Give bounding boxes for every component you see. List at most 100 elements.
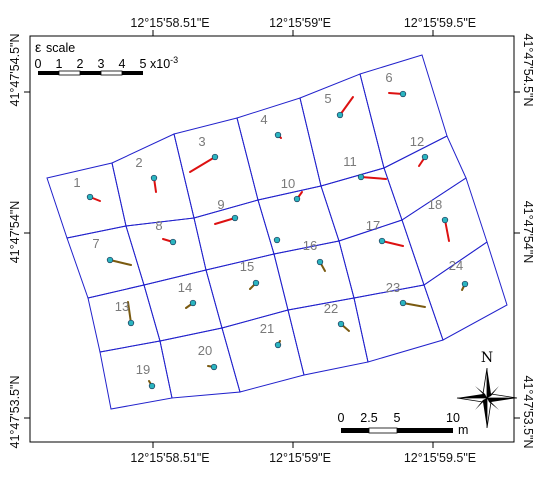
- station-dot-19: [148, 382, 156, 390]
- cell-number-9: 9: [217, 197, 224, 212]
- left-label-3: 41°47'53.5"N: [8, 376, 22, 449]
- cell-number-24: 24: [449, 258, 463, 273]
- station-dot-22: [337, 320, 345, 328]
- strain-scale-tick-1: 1: [56, 57, 63, 71]
- grid-cell-23: [353, 284, 444, 363]
- distance-scale-seg-2: [368, 427, 398, 434]
- right-label-1: 41°47'54.5"N: [521, 34, 535, 107]
- right-coordinate-labels: 41°47'54.5"N 41°47'54"N 41°47'53.5"N: [521, 34, 535, 449]
- cell-number-12: 12: [410, 134, 424, 149]
- grid-cell-3: [173, 117, 259, 219]
- strain-scale-bar-seg-3: [80, 71, 101, 75]
- distance-scale-tick-1: 2.5: [360, 411, 377, 425]
- cell-number-labels: 1 2 3 4 5 6 7 8 9 10 11 12 13 14 15 16 1…: [73, 70, 463, 377]
- cell-number-10: 10: [281, 176, 295, 191]
- top-label-1: 12°15'58.51"E: [130, 16, 209, 30]
- grid-cell-18: [401, 177, 488, 286]
- station-dot-17: [378, 237, 386, 245]
- grid-cell-24: [423, 241, 508, 341]
- grid-cell-20: [159, 327, 241, 399]
- distance-scale-tick-0: 0: [338, 411, 345, 425]
- cell-number-6: 6: [385, 70, 392, 85]
- station-dot-2: [150, 174, 158, 182]
- distance-scale-tick-3: 10: [446, 411, 460, 425]
- grid-cell-13: [87, 284, 161, 353]
- cell-number-13: 13: [115, 299, 129, 314]
- strain-arrow-13: [127, 301, 132, 324]
- cell-number-11: 11: [343, 154, 357, 169]
- strain-arrow-5: [339, 96, 354, 116]
- bottom-coordinate-labels: 12°15'58.51"E 12°15'59"E 12°15'59.5"E: [130, 451, 476, 465]
- top-coordinate-labels: 12°15'58.51"E 12°15'59"E 12°15'59.5"E: [130, 16, 476, 30]
- station-dot-5: [336, 111, 344, 119]
- grid-cell-5: [299, 73, 385, 187]
- frame-ticks: [24, 30, 520, 448]
- right-label-2: 41°47'54"N: [521, 201, 535, 264]
- station-dot-8: [169, 238, 177, 246]
- station-dot-12: [421, 153, 429, 161]
- cell-number-7: 7: [92, 236, 99, 251]
- distance-scale-seg-1: [341, 428, 369, 433]
- cell-number-16: 16: [303, 238, 317, 253]
- compass-icon: N: [456, 350, 518, 429]
- station-dot-center: [273, 236, 281, 244]
- station-dot-4: [274, 131, 282, 139]
- cell-number-21: 21: [260, 321, 274, 336]
- cell-number-8: 8: [155, 218, 162, 233]
- strain-scale-tick-5: 5: [140, 57, 147, 71]
- strain-scale-tick-2: 2: [77, 57, 84, 71]
- station-dot-6: [399, 90, 407, 98]
- strain-arrow-11: [360, 176, 387, 180]
- strain-scale-multiplier: x10-3: [150, 55, 178, 71]
- station-dot-20: [210, 363, 218, 371]
- top-label-2: 12°15'59"E: [269, 16, 331, 30]
- station-dot-23: [399, 299, 407, 307]
- cell-number-23: 23: [386, 280, 400, 295]
- grid-cell-8: [125, 217, 207, 286]
- strain-scale-bar-seg-4: [100, 70, 123, 76]
- right-label-3: 41°47'53.5"N: [521, 376, 535, 449]
- grid-cell-12: [383, 135, 467, 221]
- cell-number-2: 2: [135, 155, 142, 170]
- cell-number-19: 19: [136, 362, 150, 377]
- bottom-label-2: 12°15'59"E: [269, 451, 331, 465]
- cell-number-4: 4: [260, 112, 267, 127]
- grid-cell-6: [359, 54, 448, 169]
- cell-number-15: 15: [240, 259, 254, 274]
- bottom-label-3: 12°15'59.5"E: [404, 451, 476, 465]
- station-dot-7: [106, 256, 114, 264]
- distance-scale-tick-2: 5: [394, 411, 401, 425]
- cell-number-18: 18: [428, 197, 442, 212]
- strain-scale-symbol: ε: [35, 39, 41, 55]
- cell-number-5: 5: [324, 91, 331, 106]
- compass-north-label: N: [481, 350, 493, 366]
- strain-arrow-23: [402, 302, 426, 308]
- cell-number-1: 1: [73, 175, 80, 190]
- station-dot-18: [441, 216, 449, 224]
- strain-scale-bar-seg-2: [58, 70, 81, 76]
- left-label-2: 41°47'54"N: [8, 201, 22, 264]
- station-dot-24: [461, 280, 469, 288]
- strain-scale-bar-seg-5: [122, 71, 143, 75]
- strain-scale-tick-0: 0: [35, 57, 42, 71]
- station-dot-9: [231, 214, 239, 222]
- grid-cells: [46, 54, 508, 410]
- station-dot-16: [316, 258, 324, 266]
- cell-number-17: 17: [366, 218, 380, 233]
- grid-cell-4: [236, 97, 322, 201]
- map-frame: [29, 35, 515, 443]
- strain-scale-bar-seg-1: [38, 71, 59, 75]
- station-dot-14: [189, 299, 197, 307]
- strain-scale-tick-3: 3: [98, 57, 105, 71]
- left-label-1: 41°47'54.5"N: [8, 34, 22, 107]
- strain-scale: ε scale 0 1 2 3 4 5 x10-3: [31, 37, 178, 79]
- distance-scale-seg-3: [397, 428, 453, 433]
- station-dots: [86, 90, 469, 390]
- left-coordinate-labels: 41°47'54.5"N 41°47'54"N 41°47'53.5"N: [8, 34, 22, 449]
- cell-number-3: 3: [198, 134, 205, 149]
- cell-number-20: 20: [198, 343, 212, 358]
- station-dot-1: [86, 193, 94, 201]
- top-label-3: 12°15'59.5"E: [404, 16, 476, 30]
- distance-scale: 0 2.5 5 10 m: [338, 411, 469, 437]
